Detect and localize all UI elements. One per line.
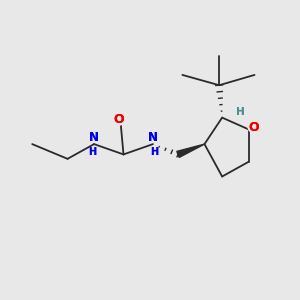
Circle shape — [248, 121, 260, 133]
Text: H: H — [236, 107, 245, 117]
Circle shape — [112, 114, 124, 125]
Circle shape — [151, 148, 158, 156]
Text: H: H — [150, 147, 158, 158]
Circle shape — [148, 133, 158, 142]
Circle shape — [88, 148, 95, 156]
Text: N: N — [89, 131, 99, 144]
Text: O: O — [249, 121, 259, 134]
Text: O: O — [249, 121, 259, 134]
Text: N: N — [89, 131, 99, 144]
Text: H: H — [88, 147, 96, 158]
Text: O: O — [113, 113, 124, 126]
Text: N: N — [148, 131, 158, 144]
Text: N: N — [148, 131, 158, 144]
Circle shape — [237, 109, 244, 116]
Polygon shape — [177, 144, 205, 158]
Circle shape — [89, 133, 99, 142]
Text: H: H — [88, 147, 96, 158]
Text: H: H — [150, 147, 158, 158]
Text: H: H — [236, 107, 245, 117]
Text: O: O — [113, 113, 124, 126]
